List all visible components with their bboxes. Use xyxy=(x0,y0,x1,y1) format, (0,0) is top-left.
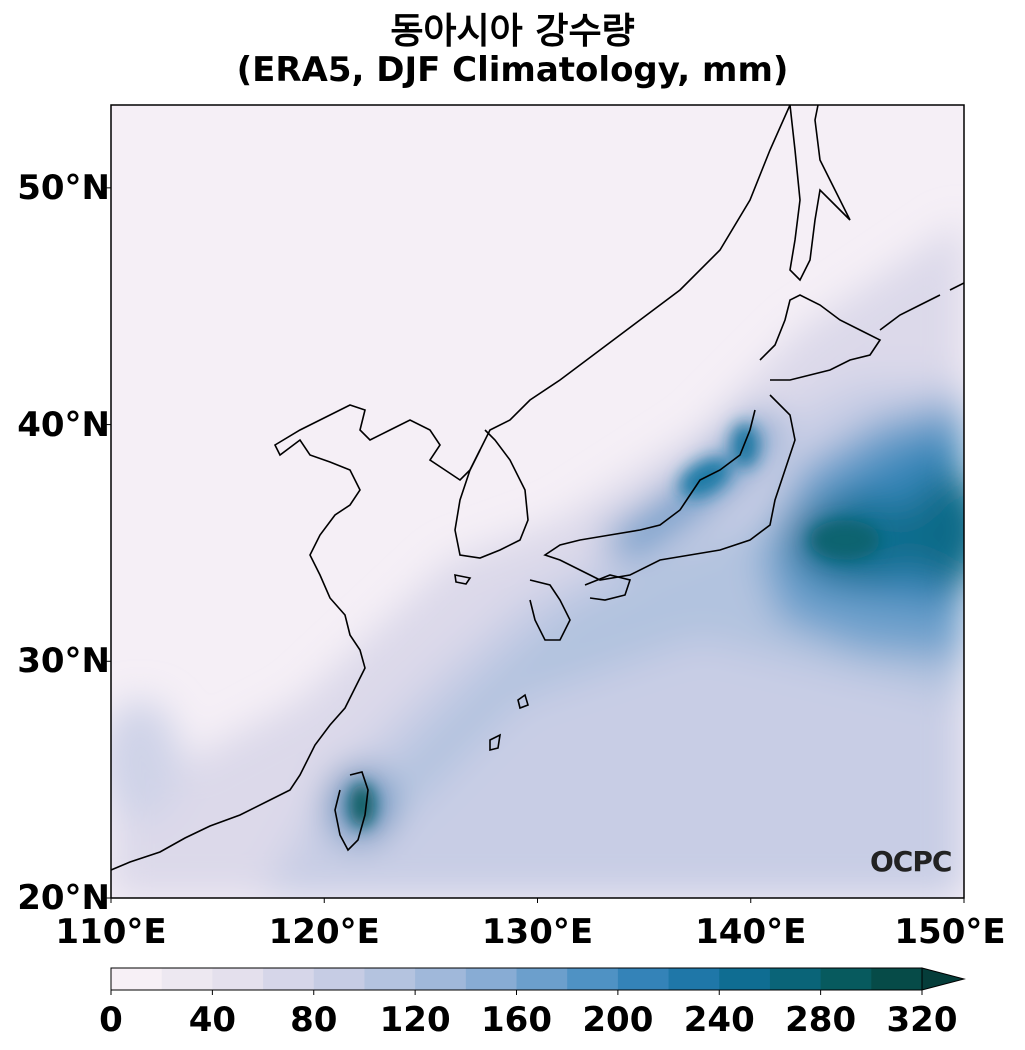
colorbar-bin xyxy=(567,968,619,990)
colorbar-tick-label: 320 xyxy=(886,1000,958,1040)
colorbar-bin xyxy=(111,968,163,990)
colorbar-tick-label: 240 xyxy=(683,1000,755,1040)
colorbar-tick-label: 160 xyxy=(481,1000,552,1040)
colorbar xyxy=(110,967,966,995)
lon-tick-label: 150°E xyxy=(894,912,1006,952)
colorbar-tick-label: 120 xyxy=(379,1000,451,1040)
colorbar-bin xyxy=(161,968,213,990)
lon-tick-label: 140°E xyxy=(695,912,807,952)
colorbar-bin xyxy=(516,968,568,990)
colorbar-tick-label: 40 xyxy=(188,1000,237,1040)
colorbar-bin xyxy=(668,968,720,990)
colorbar-bin xyxy=(871,968,923,990)
colorbar-tick-label: 280 xyxy=(785,1000,857,1040)
colorbar-bin xyxy=(415,968,467,990)
colorbar-bin xyxy=(617,968,670,990)
colorbar-bin xyxy=(364,968,416,990)
colorbar-bin xyxy=(769,968,822,990)
lon-tick-label: 110°E xyxy=(55,912,167,952)
colorbar-bin xyxy=(719,968,771,990)
colorbar-bin xyxy=(820,968,872,990)
colorbar-extend-arrow xyxy=(921,967,966,991)
coastlines xyxy=(111,105,964,871)
colorbar-bin xyxy=(263,968,315,990)
colorbar-tick-label: 0 xyxy=(99,1000,123,1040)
lat-tick-label: 40°N xyxy=(17,404,110,445)
colorbar-tick-label: 80 xyxy=(290,1000,338,1040)
colorbar-tick-label: 200 xyxy=(582,1000,654,1040)
lat-tick-label: 20°N xyxy=(17,878,110,918)
colorbar-bin xyxy=(465,968,517,990)
lat-tick-label: 50°N xyxy=(17,167,110,208)
precipitation-field xyxy=(111,105,964,898)
ocpc-logo: OCPC xyxy=(870,845,952,878)
lon-tick-label: 120°E xyxy=(268,912,380,952)
map-title: 동아시아 강수량 xyxy=(390,11,635,52)
lat-tick-label: 30°N xyxy=(17,641,110,682)
colorbar-bin xyxy=(212,968,264,990)
lon-tick-label: 130°E xyxy=(481,912,594,952)
map-subtitle: (ERA5, DJF Climatology, mm) xyxy=(236,50,789,90)
colorbar-bin xyxy=(313,968,365,990)
